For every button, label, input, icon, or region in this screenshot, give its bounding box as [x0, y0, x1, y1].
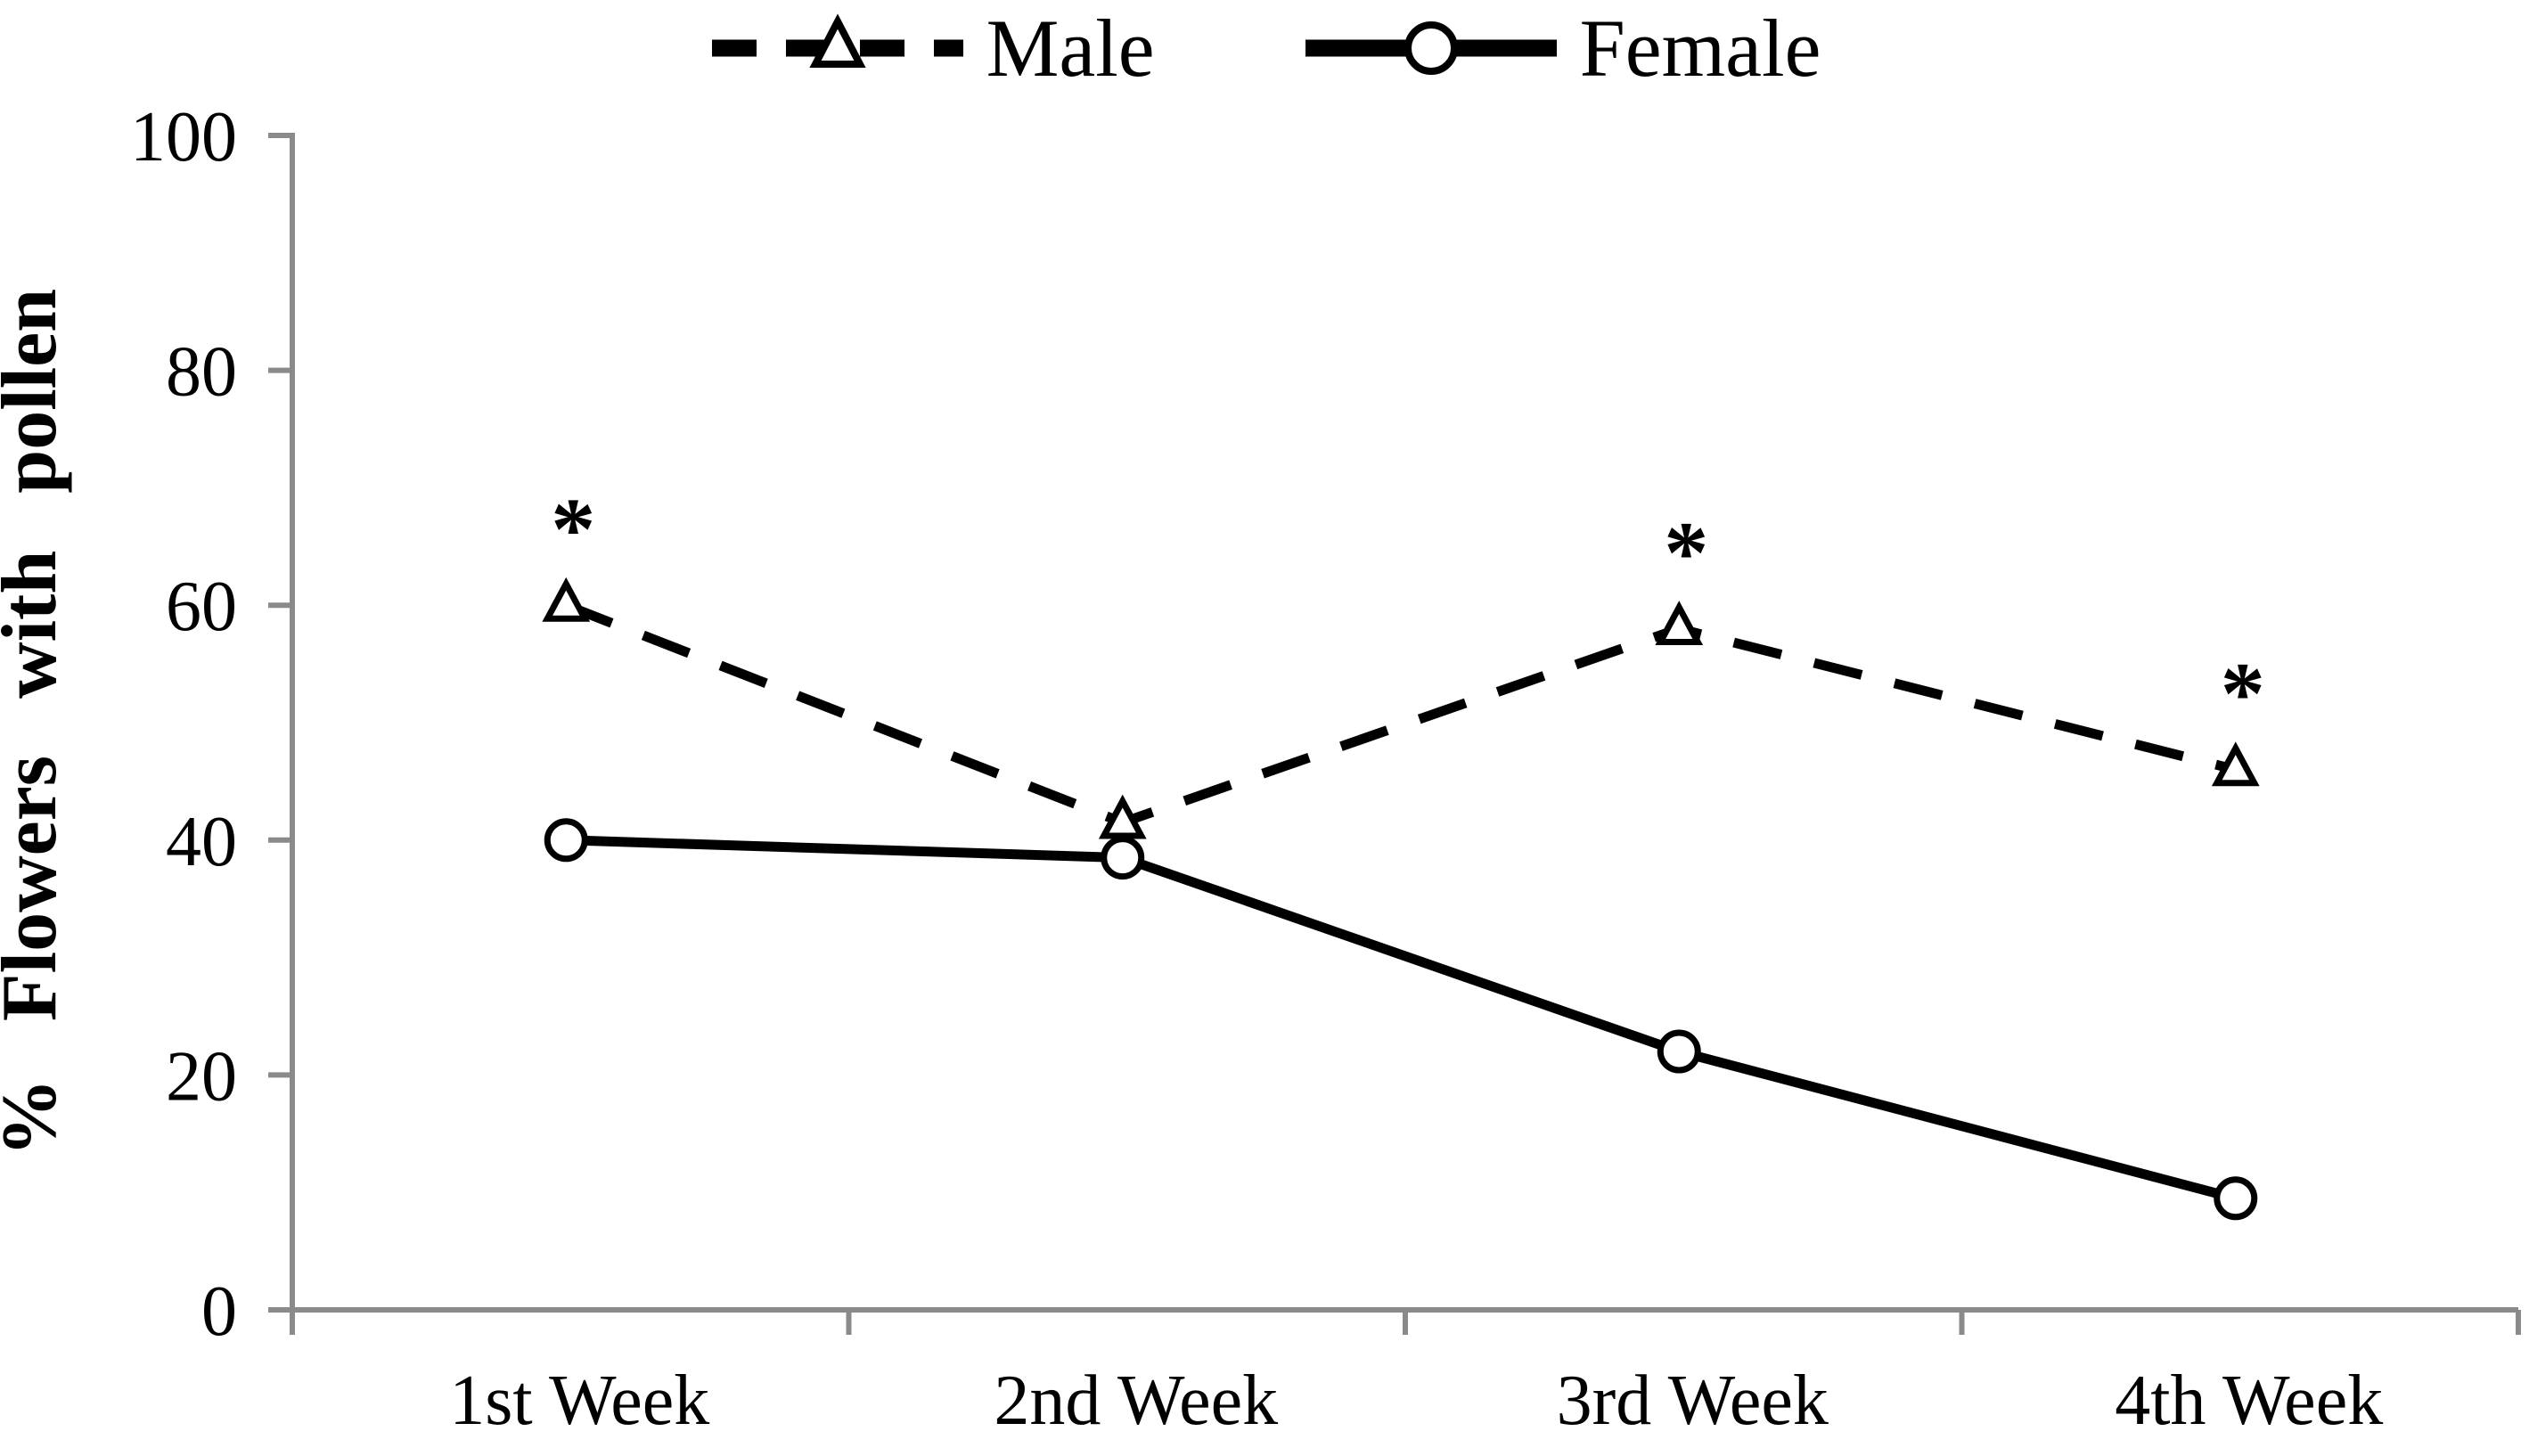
male-legend-swatch [711, 13, 963, 68]
y-tick-label: 0 [201, 1272, 237, 1351]
x-category-label: 2nd Week [994, 1362, 1278, 1440]
significance-asterisk: * [2221, 644, 2265, 743]
female-marker [544, 818, 588, 863]
legend: Male Female [0, 5, 2529, 91]
female-marker [1657, 1029, 1701, 1074]
female-marker [1101, 836, 1145, 880]
male-marker [542, 577, 591, 622]
male-line [564, 601, 2238, 828]
male-marker [1098, 794, 1147, 839]
female-marker [2214, 1176, 2258, 1221]
significance-asterisk: * [551, 479, 595, 578]
x-category-label: 3rd Week [1557, 1362, 1829, 1440]
legend-female-label: Female [1579, 3, 1821, 94]
y-tick-label: 40 [166, 803, 237, 881]
male-marker [2211, 741, 2260, 787]
male-marker [1655, 601, 1704, 646]
significance-asterisk: * [1664, 503, 1708, 602]
female-circle-marker-icon [1404, 21, 1458, 75]
x-category-label: 1st Week [449, 1362, 709, 1440]
female-legend-swatch [1305, 21, 1557, 75]
legend-item-male: Male [708, 5, 1155, 91]
female-line [566, 835, 2238, 1204]
y-tick-label: 20 [166, 1037, 237, 1116]
legend-item-female: Female [1302, 5, 1821, 91]
male-triangle-marker-icon [808, 13, 866, 68]
x-category-label: 4th Week [2115, 1362, 2383, 1440]
y-tick-label: 100 [130, 98, 237, 176]
y-tick-label: 60 [166, 568, 237, 646]
y-axis-title: % Flowers with pollen [0, 289, 73, 1157]
legend-male-label: Male [986, 3, 1155, 94]
y-tick-label: 80 [166, 333, 237, 412]
